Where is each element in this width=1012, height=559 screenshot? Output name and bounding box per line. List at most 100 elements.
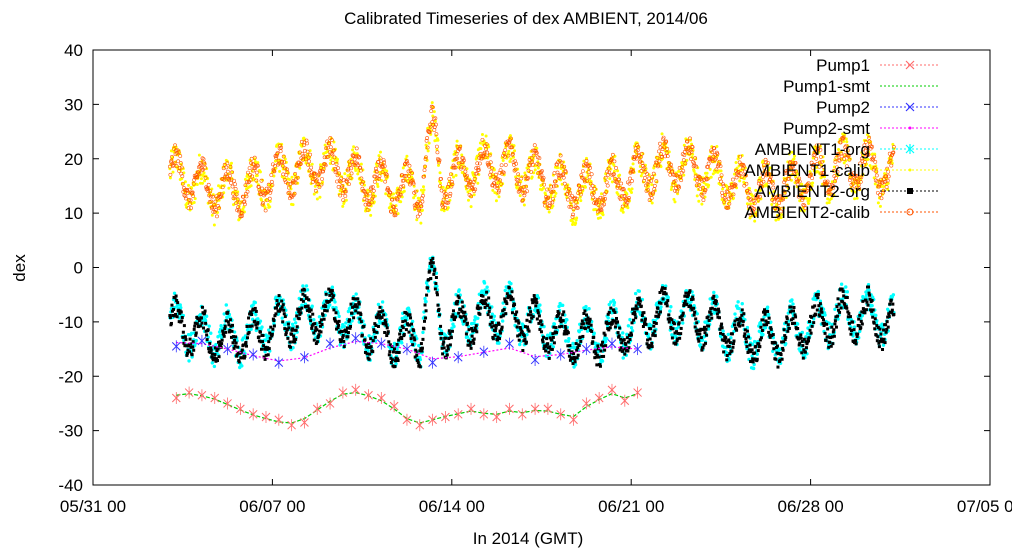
data-point <box>420 208 424 212</box>
data-point <box>291 203 295 207</box>
data-point <box>290 175 294 179</box>
data-point <box>320 322 324 326</box>
data-point <box>421 337 425 341</box>
data-point <box>574 221 578 225</box>
data-point <box>310 162 314 166</box>
data-point <box>561 319 565 323</box>
data-point <box>478 312 482 316</box>
data-point <box>384 192 388 196</box>
data-point <box>194 331 198 335</box>
data-point <box>259 347 263 351</box>
data-point <box>417 196 421 200</box>
data-point <box>310 326 314 330</box>
data-point <box>460 153 464 157</box>
data-point <box>571 220 575 224</box>
data-point <box>430 101 434 105</box>
data-point <box>536 166 540 170</box>
data-point <box>630 187 634 191</box>
data-point <box>383 167 387 171</box>
data-point <box>402 189 406 193</box>
data-point <box>369 345 373 349</box>
data-point <box>413 338 417 342</box>
data-point <box>187 359 191 363</box>
data-point <box>695 312 699 316</box>
data-point <box>480 133 484 137</box>
data-point <box>402 332 406 336</box>
data-point <box>625 192 629 196</box>
data-point <box>707 183 711 187</box>
data-point <box>280 299 284 303</box>
data-point <box>598 216 602 220</box>
data-point <box>833 307 837 311</box>
data-point <box>328 303 332 307</box>
data-point <box>565 318 569 322</box>
data-point <box>452 324 456 329</box>
data-point <box>522 203 526 207</box>
data-point <box>220 342 224 346</box>
data-point <box>421 330 425 335</box>
data-point <box>439 336 443 340</box>
data-point <box>187 183 191 187</box>
data-point <box>535 317 539 321</box>
data-point <box>860 314 865 318</box>
data-point <box>282 312 286 316</box>
data-point <box>583 185 587 189</box>
data-point <box>750 342 755 346</box>
data-point <box>845 290 850 294</box>
data-point <box>307 298 311 302</box>
data-point <box>431 261 435 265</box>
data-point <box>233 338 237 342</box>
data-point <box>280 316 284 320</box>
data-point <box>292 317 297 321</box>
data-point <box>231 323 235 327</box>
data-point <box>874 313 878 318</box>
data-point <box>492 318 496 322</box>
data-point <box>503 288 507 293</box>
data-point <box>759 322 763 327</box>
data-point <box>205 333 209 337</box>
data-point <box>478 306 482 310</box>
data-point <box>270 332 274 336</box>
data-point <box>727 358 732 362</box>
data-point <box>533 168 537 172</box>
data-point <box>401 166 405 170</box>
data-point <box>666 295 670 300</box>
data-point <box>531 315 535 319</box>
data-point <box>435 147 439 151</box>
data-point <box>886 181 890 185</box>
data-point <box>325 309 329 313</box>
y-axis-label: dex <box>10 254 29 282</box>
data-point <box>637 289 641 293</box>
data-point <box>298 166 302 170</box>
data-point <box>534 297 538 301</box>
data-point <box>312 318 316 322</box>
data-point <box>397 350 401 354</box>
data-point <box>559 316 563 320</box>
data-point <box>676 325 681 329</box>
data-point <box>374 323 378 327</box>
data-point <box>612 300 617 305</box>
data-point <box>313 184 317 188</box>
data-point <box>628 317 632 322</box>
data-point <box>216 347 220 351</box>
data-point <box>541 340 545 344</box>
data-point <box>171 170 175 174</box>
data-point <box>721 187 725 191</box>
data-point <box>352 151 356 155</box>
data-point <box>182 324 186 328</box>
data-point <box>431 256 435 260</box>
data-point <box>510 290 514 294</box>
data-point <box>398 332 402 336</box>
x-axis-label: In 2014 (GMT) <box>473 529 584 548</box>
data-point <box>445 353 449 357</box>
data-point <box>421 191 425 195</box>
data-point <box>330 285 335 289</box>
data-point <box>256 321 260 325</box>
data-point <box>546 342 550 346</box>
data-point <box>379 150 383 154</box>
data-point <box>479 147 483 151</box>
data-point <box>281 164 285 168</box>
data-point <box>513 316 517 320</box>
data-point <box>463 310 467 314</box>
data-point <box>378 305 382 309</box>
